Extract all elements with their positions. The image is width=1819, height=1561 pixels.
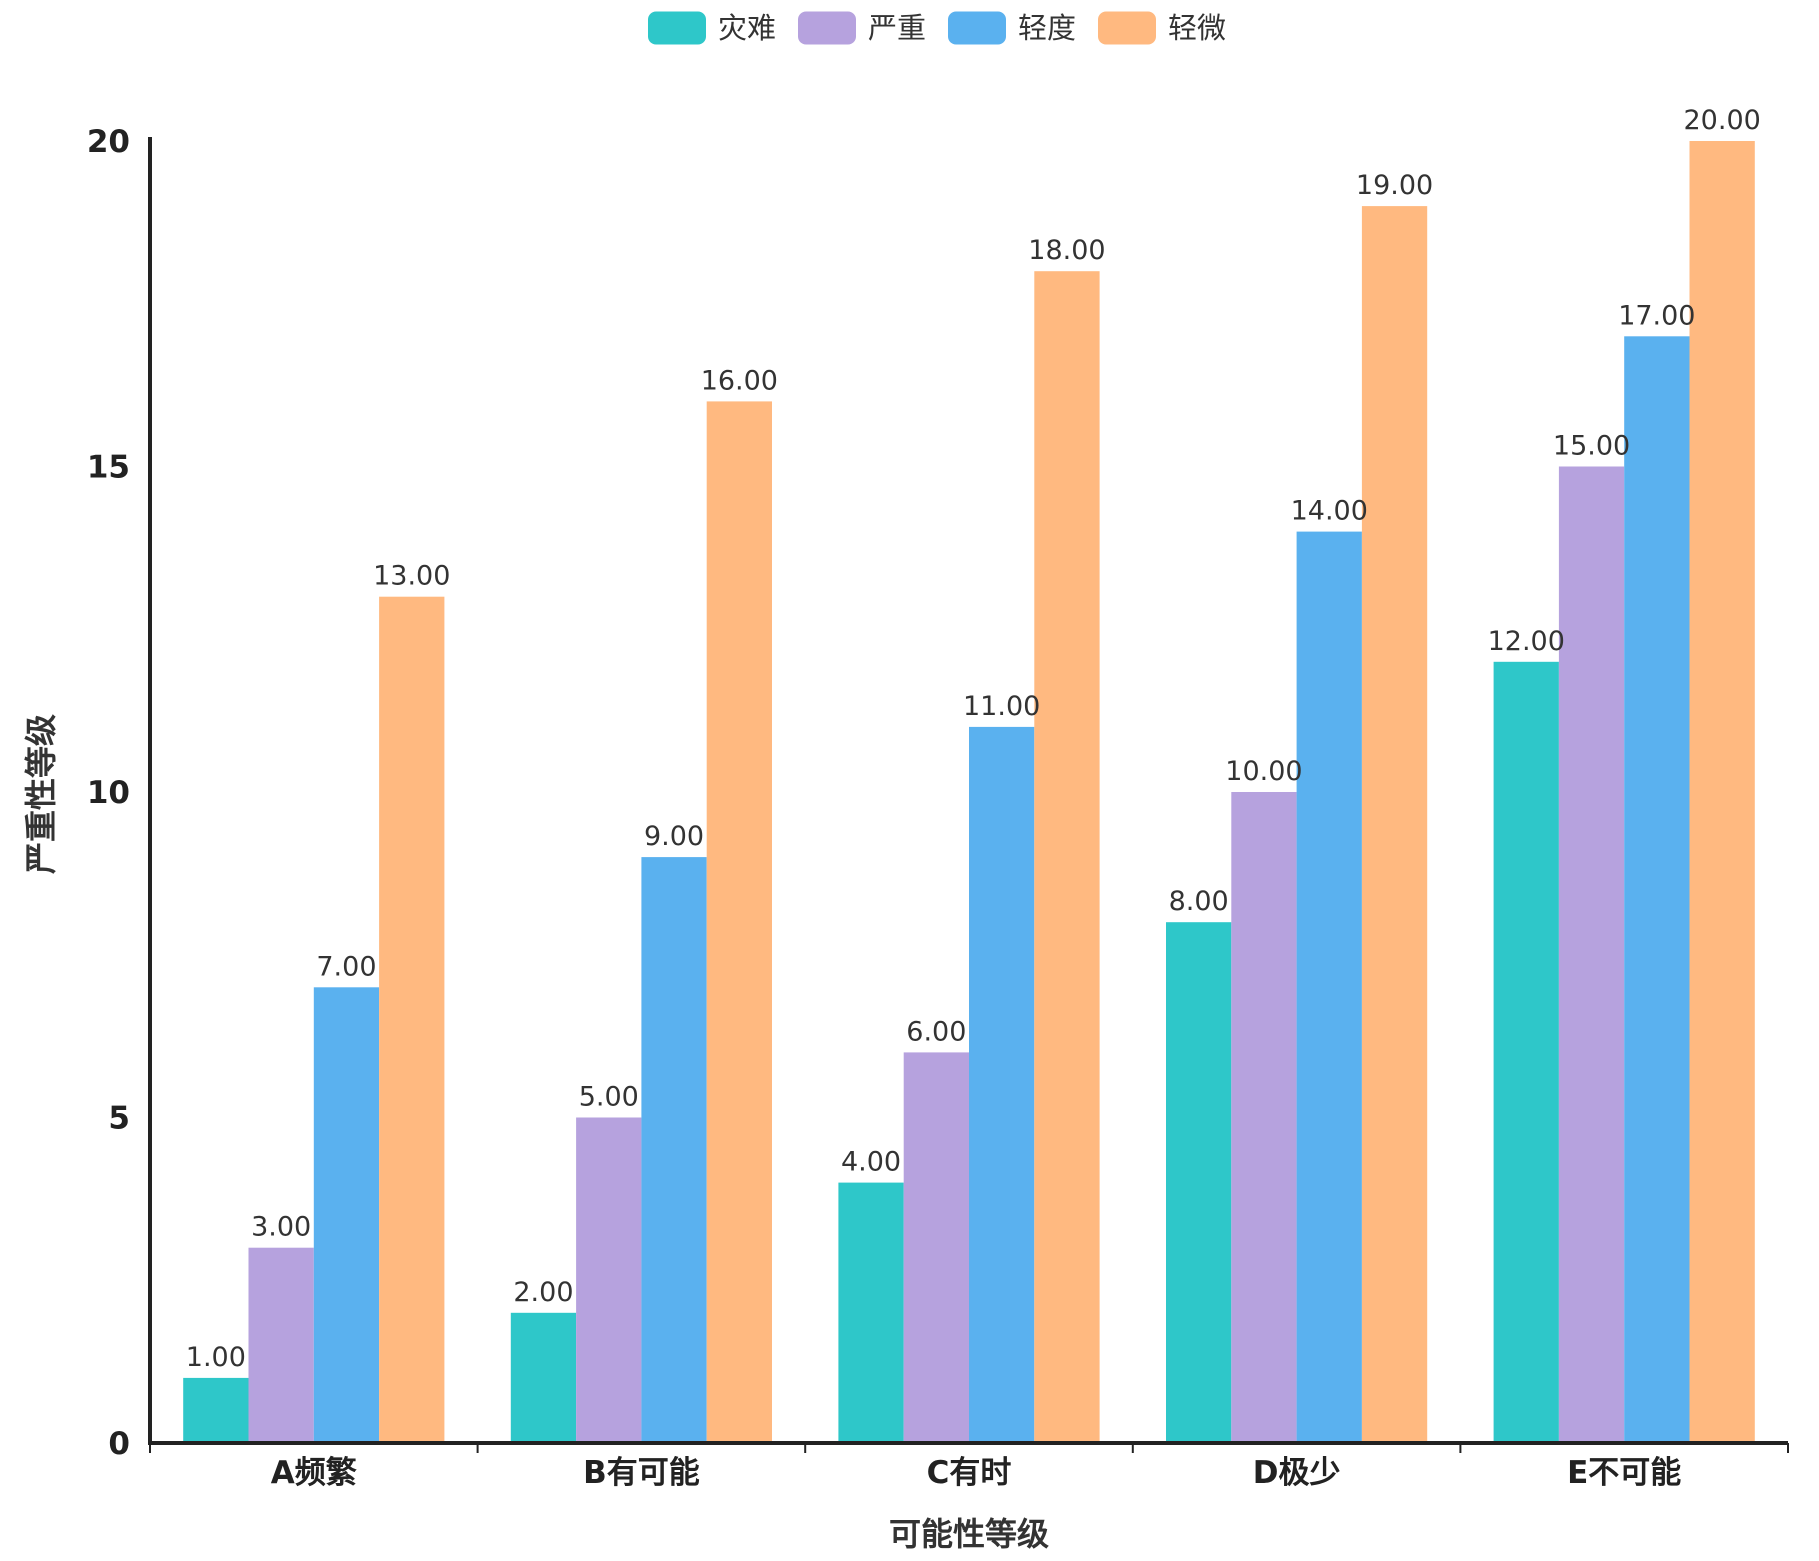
bar-value-label: 20.00 <box>1684 105 1761 136</box>
value-labels-group: 1.00 2.00 4.00 8.00 12.00 3.00 5.00 6.00 10.00 15… <box>186 105 1761 1373</box>
y-axis-title: 严重性等级 <box>22 714 60 874</box>
y-tick-label: 10 <box>87 775 130 811</box>
legend[interactable]: 灾难 严重 轻度 轻微 <box>648 11 1226 45</box>
bar-value-label: 9.00 <box>644 821 704 852</box>
axes-group <box>148 137 1788 1445</box>
bar-value-label: 1.00 <box>186 1342 246 1373</box>
x-tick-label: A频繁 <box>271 1455 357 1491</box>
bar-value-label: 10.00 <box>1225 756 1302 787</box>
bar-轻度-cat-4[interactable] <box>1624 336 1690 1443</box>
legend-swatch <box>648 11 706 45</box>
legend-label: 灾难 <box>718 11 776 45</box>
bar-轻度-cat-2[interactable] <box>969 726 1035 1443</box>
legend-swatch <box>948 11 1006 45</box>
x-tick-label: E不可能 <box>1567 1455 1681 1491</box>
bar-value-label: 14.00 <box>1291 496 1368 527</box>
x-axis-title: 可能性等级 <box>889 1515 1049 1553</box>
legend-item[interactable]: 轻微 <box>1098 11 1226 45</box>
bar-value-label: 17.00 <box>1618 300 1695 331</box>
x-tick-label: B有可能 <box>583 1455 700 1491</box>
bar-灾难-cat-2[interactable] <box>838 1182 904 1443</box>
bar-严重-cat-0[interactable] <box>248 1247 314 1443</box>
legend-label: 严重 <box>868 11 926 45</box>
x-tick-label: D极少 <box>1253 1455 1341 1491</box>
bar-轻度-cat-0[interactable] <box>313 987 380 1443</box>
bar-value-label: 8.00 <box>1169 886 1229 917</box>
bar-轻微-cat-0[interactable] <box>379 596 445 1443</box>
bar-轻度-cat-3[interactable] <box>1296 531 1362 1443</box>
legend-label: 轻度 <box>1018 11 1076 45</box>
bar-value-label: 18.00 <box>1028 235 1105 266</box>
y-tick-label: 0 <box>108 1426 130 1462</box>
bar-value-label: 12.00 <box>1488 626 1565 657</box>
x-axis-ticks: A频繁 B有可能 C有时 D极少 E不可能 <box>149 1443 1789 1491</box>
bar-value-label: 7.00 <box>316 951 376 982</box>
legend-swatch <box>798 11 856 45</box>
bar-严重-cat-1[interactable] <box>576 1117 642 1444</box>
legend-item[interactable]: 轻度 <box>948 11 1076 45</box>
bar-value-label: 5.00 <box>579 1082 639 1113</box>
legend-item[interactable]: 严重 <box>798 11 926 45</box>
bar-value-label: 16.00 <box>701 365 778 396</box>
bars-group <box>183 141 1755 1444</box>
legend-item[interactable]: 灾难 <box>648 11 776 45</box>
bar-灾难-cat-1[interactable] <box>510 1312 577 1443</box>
bar-轻度-cat-1[interactable] <box>641 857 707 1443</box>
bar-value-label: 4.00 <box>841 1147 901 1178</box>
y-tick-label: 15 <box>87 450 130 486</box>
bar-轻微-cat-1[interactable] <box>706 401 772 1443</box>
x-tick-label: C有时 <box>927 1455 1012 1491</box>
bar-value-label: 15.00 <box>1553 431 1630 462</box>
bar-value-label: 11.00 <box>963 691 1040 722</box>
bar-灾难-cat-4[interactable] <box>1493 661 1559 1443</box>
bar-灾难-cat-0[interactable] <box>183 1377 249 1443</box>
bar-严重-cat-4[interactable] <box>1558 466 1625 1444</box>
bar-value-label: 6.00 <box>906 1016 966 1047</box>
bar-灾难-cat-3[interactable] <box>1166 922 1232 1443</box>
bar-value-label: 19.00 <box>1356 170 1433 201</box>
y-axis-ticks: 0 5 10 15 20 <box>87 124 130 1462</box>
bar-value-label: 2.00 <box>513 1277 573 1308</box>
bar-轻微-cat-3[interactable] <box>1361 206 1428 1444</box>
bar-value-label: 13.00 <box>373 561 450 592</box>
bar-严重-cat-3[interactable] <box>1231 792 1297 1443</box>
bar-轻微-cat-4[interactable] <box>1689 141 1755 1443</box>
legend-label: 轻微 <box>1168 11 1226 45</box>
bar-严重-cat-2[interactable] <box>903 1052 969 1443</box>
legend-swatch <box>1098 11 1156 45</box>
y-tick-label: 20 <box>87 124 130 160</box>
y-tick-label: 5 <box>108 1101 130 1137</box>
bar-轻微-cat-2[interactable] <box>1034 271 1100 1444</box>
bar-value-label: 3.00 <box>251 1212 311 1243</box>
